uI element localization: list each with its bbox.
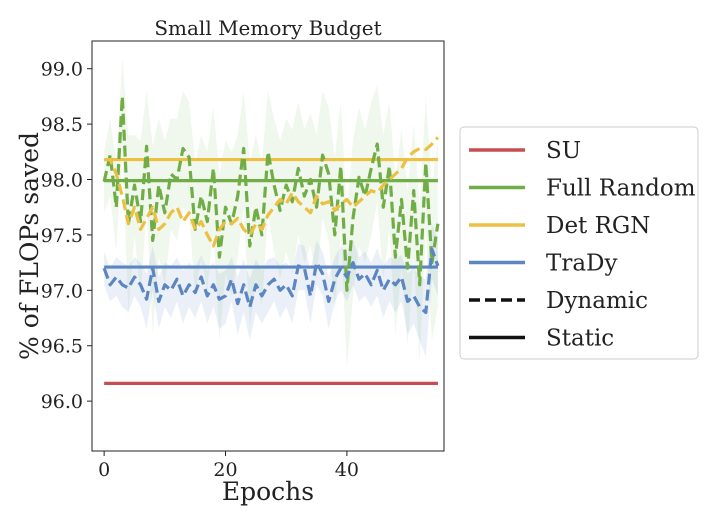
plot-frame <box>91 40 445 452</box>
y-tick-label: 96.5 <box>41 336 83 358</box>
y-tick-label: 97.5 <box>41 225 83 247</box>
legend-label-full-random: Full Random <box>546 176 696 202</box>
full-random-dynamic-line <box>102 94 440 292</box>
y-tick-label: 97.0 <box>41 280 83 302</box>
det-rgn-dynamic-line <box>104 136 440 248</box>
x-tick-label: 0 <box>98 459 110 481</box>
chart-title: Small Memory Budget <box>154 16 381 40</box>
y-axis: 96.0 96.5 97.0 97.5 98.0 98.5 99.0 <box>41 59 92 413</box>
x-tick-label: 20 <box>213 459 237 481</box>
trady-band <box>104 223 438 357</box>
y-tick-label: 96.0 <box>41 391 83 413</box>
legend-label-su: SU <box>546 138 581 164</box>
x-tick-label: 40 <box>335 459 359 481</box>
y-axis-title: % of FLOPs saved <box>15 132 44 360</box>
trady-dynamic-line <box>102 247 440 315</box>
y-tick-label: 99.0 <box>41 59 83 81</box>
x-axis: 0 20 40 <box>98 451 359 481</box>
legend: SU Full Random Det RGN TraDy Dynamic Static <box>459 126 699 360</box>
y-tick-label: 98.0 <box>41 170 83 192</box>
legend-label-det-rgn: Det RGN <box>546 213 650 239</box>
legend-label-trady: TraDy <box>546 251 617 277</box>
legend-label-dynamic: Dynamic <box>546 288 648 314</box>
legend-label-static: Static <box>546 326 614 352</box>
x-axis-title: Epochs <box>222 477 314 506</box>
plot-area <box>102 57 440 386</box>
y-tick-label: 98.5 <box>41 114 83 136</box>
